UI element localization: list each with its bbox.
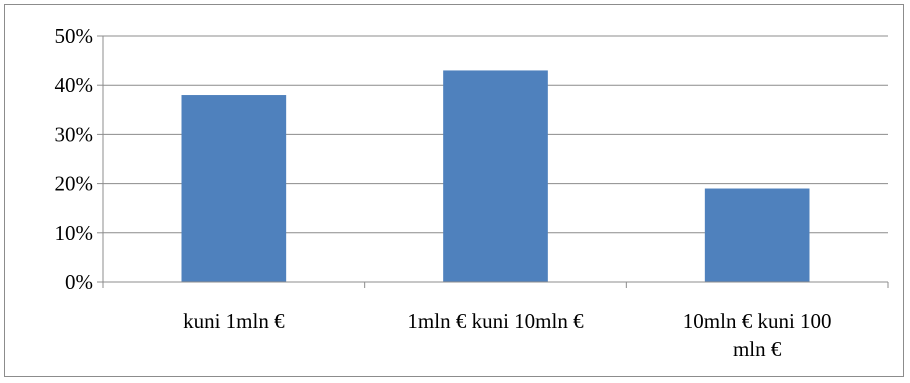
y-tick-label: 50% — [55, 24, 94, 48]
labels: 0% 10% 20% 30% 40% 50% kuni 1mln € 1mln € kuni … — [55, 24, 832, 361]
bars — [181, 70, 810, 282]
y-tick-label: 20% — [55, 172, 94, 196]
bar — [704, 188, 810, 282]
x-category-label: 1mln € kuni 10mln € — [407, 309, 584, 333]
y-tick-label: 0% — [65, 270, 93, 294]
y-tick-label: 10% — [55, 221, 94, 245]
y-tick-label: 30% — [55, 122, 94, 146]
x-category-label: 10mln € kuni 100 mln € — [683, 309, 832, 361]
bar — [181, 95, 287, 282]
axes — [97, 35, 889, 288]
bar — [443, 70, 548, 282]
x-category-label: kuni 1mln € — [183, 309, 285, 333]
y-tick-label: 40% — [55, 73, 94, 97]
